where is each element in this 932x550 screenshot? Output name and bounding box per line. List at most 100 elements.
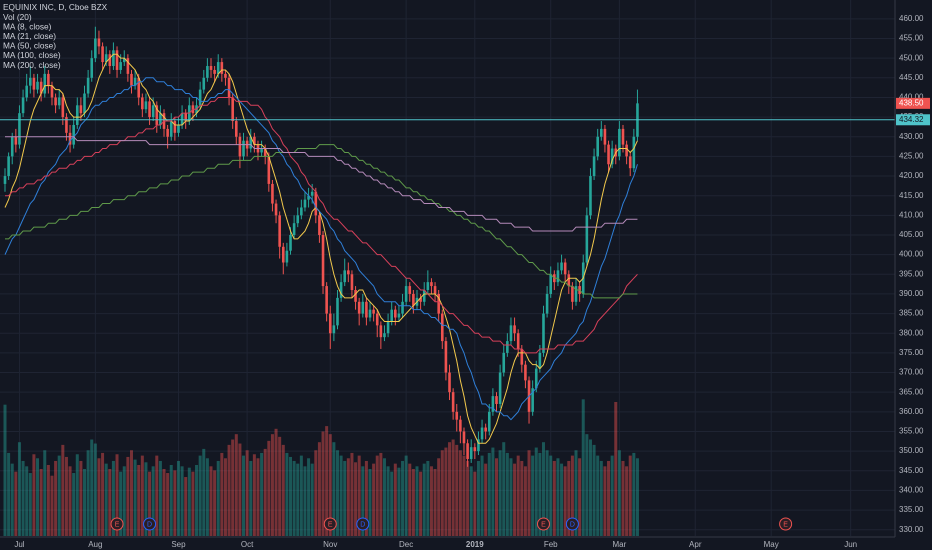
candle-body — [339, 282, 343, 298]
y-tick-label: 385.00 — [899, 309, 924, 318]
volume-bar — [285, 452, 289, 536]
volume-bar — [252, 454, 256, 536]
price-line-label: 434.32 — [899, 115, 924, 124]
volume-bar — [390, 471, 394, 536]
candle-body — [14, 136, 18, 145]
volume-bar — [184, 477, 188, 536]
volume-bar — [614, 402, 618, 536]
candle-body — [455, 411, 459, 420]
candle-body — [151, 105, 155, 118]
volume-bar — [350, 452, 354, 536]
volume-bar — [292, 460, 296, 536]
volume-bar — [368, 469, 372, 536]
candle-body — [137, 77, 141, 98]
volume-bar — [346, 458, 350, 536]
candle-body — [534, 368, 538, 389]
volume-bar — [43, 450, 47, 536]
volume-bar — [415, 466, 419, 536]
candle-body — [509, 325, 513, 342]
ma-line — [4, 53, 638, 444]
axes: 330.00 335.00 340.00 345.00 350.00 355.00 360.… — [14, 14, 930, 549]
price-pane — [3, 26, 639, 467]
candle-body — [422, 290, 426, 302]
candle-body — [618, 128, 621, 157]
volume-bar — [469, 466, 473, 536]
volume-bar — [3, 404, 7, 536]
volume-bar — [408, 463, 412, 536]
candle-body — [592, 156, 596, 177]
candle-body — [607, 144, 610, 165]
volume-bar — [209, 466, 213, 536]
volume-bar — [249, 460, 253, 536]
volume-bar — [411, 469, 415, 536]
y-tick-label: 460.00 — [899, 14, 924, 23]
event-marker — [143, 517, 157, 531]
volume-bar — [213, 470, 217, 536]
volume-bar — [603, 466, 607, 536]
candle-body — [47, 73, 50, 86]
volume-bar — [144, 462, 148, 536]
candle-body — [144, 101, 148, 110]
y-tick-label: 360.00 — [899, 407, 924, 416]
volume-bar — [36, 458, 40, 536]
candle-body — [173, 121, 177, 133]
volume-bar — [202, 448, 206, 536]
candle-body — [412, 293, 415, 306]
candle-body — [159, 113, 162, 125]
volume-bar — [227, 444, 231, 536]
volume-bar — [205, 458, 209, 536]
candle-body — [585, 215, 589, 263]
volume-bar — [223, 458, 227, 536]
volume-bar — [260, 452, 264, 536]
candle-body — [600, 128, 603, 137]
volume-bar — [617, 450, 621, 536]
candle-body — [7, 156, 10, 177]
candle-body — [220, 62, 224, 74]
volume-bar — [28, 473, 32, 536]
volume-bar — [419, 471, 423, 536]
volume-bar — [610, 455, 614, 536]
volume-bar — [119, 471, 123, 536]
candle-body — [567, 274, 571, 287]
volume-bar — [422, 463, 426, 536]
volume-bar — [129, 450, 133, 536]
legend-entry: EQUINIX INC, D, Cboe BZX — [3, 2, 108, 12]
x-tick-label: Feb — [544, 540, 558, 549]
volume-bar — [364, 460, 368, 536]
candle-body — [632, 136, 636, 169]
volume-bar — [245, 450, 249, 536]
candle-body — [574, 286, 578, 302]
candle-body — [75, 105, 79, 125]
y-tick-label: 415.00 — [899, 191, 924, 200]
candle-body — [430, 282, 433, 287]
candle-body — [119, 62, 122, 70]
candle-body — [285, 250, 289, 263]
candle-body — [18, 113, 21, 145]
candle-body — [50, 85, 54, 98]
candle-body — [469, 447, 473, 459]
volume-bar — [256, 458, 260, 536]
volume-bar — [523, 466, 527, 536]
last-price-box — [896, 97, 930, 109]
volume-bar — [401, 460, 405, 536]
volume-bar — [166, 473, 170, 536]
candle-body — [480, 427, 484, 440]
candle-body — [180, 113, 184, 125]
volume-bar — [267, 440, 271, 536]
volume-bar — [307, 458, 311, 536]
candle-body — [300, 207, 303, 216]
volume-bar — [588, 439, 592, 536]
candle-body — [491, 396, 495, 412]
volume-bar — [545, 450, 549, 536]
volume-bar — [321, 431, 325, 536]
candle-body — [202, 77, 206, 90]
candle-body — [531, 388, 534, 412]
volume-bar — [372, 463, 376, 536]
volume-bar — [151, 466, 155, 536]
volume-bar — [451, 439, 455, 536]
volume-bar — [54, 460, 58, 536]
volume-bar — [133, 459, 137, 536]
candle-body — [390, 309, 393, 322]
volume-bar — [440, 450, 444, 536]
